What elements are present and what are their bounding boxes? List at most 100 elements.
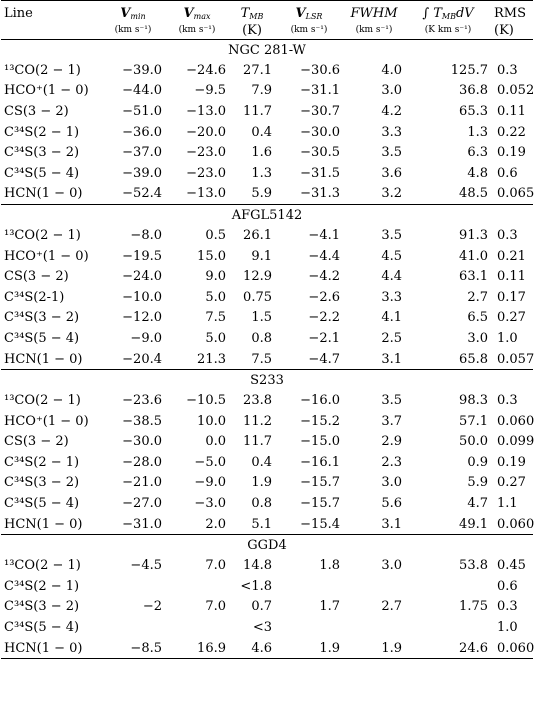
cell-vmin: −38.5: [122, 413, 162, 429]
cell-vmin: −51.0: [122, 103, 162, 119]
cell-fwhm: 4.2: [381, 103, 402, 119]
table-row: ¹³CO(2 − 1) −8.0 0.5 26.1 −4.1 3.5 91.3 0.3: [1, 225, 533, 246]
table-row: C³⁴S(3 − 2) −2 7.0 0.7 1.7 2.7 1.75 0.3: [1, 597, 533, 618]
cell-rms: 1.0: [497, 620, 518, 636]
table-row: C³⁴S(3 − 2) −12.0 7.5 1.5 −2.2 4.1 6.5 0.27: [1, 308, 533, 329]
section-header-row: GGD4: [1, 534, 533, 556]
cell-fwhm: 2.7: [381, 599, 402, 615]
cell-rms: 0.6: [497, 165, 518, 181]
cell-rms: 0.3: [497, 393, 518, 409]
cell-line: HCO⁺(1 − 0): [4, 248, 89, 264]
cell-rms: 0.19: [497, 454, 526, 470]
cell-tmb: 7.9: [251, 83, 272, 99]
cell-vlsr: −30.7: [300, 103, 340, 119]
cell-vmax: 10.0: [197, 413, 226, 429]
cell-rms: 0.060: [497, 413, 534, 429]
cell-vmin: −10.0: [122, 289, 162, 305]
cell-vmin: −31.0: [122, 516, 162, 532]
cell-tmb: 1.9: [251, 475, 272, 491]
table-row: ¹³CO(2 − 1) −4.5 7.0 14.8 1.8 3.0 53.8 0.45: [1, 555, 533, 576]
cell-vmax: −13.0: [186, 103, 226, 119]
cell-tmb: 0.8: [251, 496, 272, 512]
cell-rms: 0.17: [497, 289, 526, 305]
cell-vmax: 0.5: [205, 227, 226, 243]
unit-integrated: (K km s⁻¹): [424, 25, 472, 35]
cell-vmax: −9.0: [194, 475, 226, 491]
cell-tmb: 4.6: [229, 637, 275, 660]
cell-integrated: 41.0: [459, 248, 488, 264]
cell-vlsr: −31.3: [300, 186, 340, 202]
cell-rms: 0.27: [497, 310, 526, 326]
cell-vmin: −20.4: [122, 351, 162, 367]
cell-rms: 0.19: [497, 145, 526, 161]
cell-rms: 0.060: [497, 516, 534, 532]
cell-fwhm: 3.5: [381, 393, 402, 409]
cell-vmax: [165, 576, 229, 597]
section-title: GGD4: [1, 534, 533, 556]
cell-fwhm: 5.6: [381, 496, 402, 512]
cell-integrated: 5.9: [467, 475, 488, 491]
cell-vmin: −24.0: [122, 269, 162, 285]
cell-rms: 0.3: [497, 599, 518, 615]
cell-rms: 0.065: [497, 186, 534, 202]
table-row: HCN(1 − 0) −31.0 2.0 5.1 −15.4 3.1 49.1 0.060: [1, 514, 534, 535]
cell-line: CS(3 − 2): [4, 434, 69, 450]
unit-rms: (K): [494, 22, 514, 38]
table-row: C³⁴S(5 − 4) −27.0 −3.0 0.8 −15.7 5.6 4.7 1.1: [1, 493, 533, 514]
col-header-integrated: ∫ TMBdV: [405, 0, 491, 21]
cell-fwhm: 3.5: [381, 145, 402, 161]
cell-vmax: 7.0: [205, 558, 226, 574]
cell-integrated: 49.1: [459, 516, 488, 532]
units-row: (km s⁻¹) (km s⁻¹) (K) (km s⁻¹) (km s⁻¹) …: [1, 21, 533, 40]
unit-vmax: (km s⁻¹): [178, 25, 216, 35]
cell-vmax: [165, 617, 229, 638]
cell-line: HCN(1 − 0): [4, 516, 83, 532]
cell-fwhm: 3.0: [381, 83, 402, 99]
cell-fwhm: 3.0: [381, 475, 402, 491]
cell-integrated: [405, 576, 491, 597]
table-row: C³⁴S(5 − 4) −39.0 −23.0 1.3 −31.5 3.6 4.8 0.6: [1, 163, 533, 184]
cell-integrated: 36.8: [459, 83, 488, 99]
cell-line: HCN(1 − 0): [4, 186, 83, 202]
cell-rms: 0.099: [497, 434, 534, 450]
unit-vlsr: (km s⁻¹): [290, 25, 328, 35]
cell-vmax: −10.5: [186, 393, 226, 409]
cell-integrated: 65.8: [459, 351, 488, 367]
table-row: C³⁴S(3 − 2) −21.0 −9.0 1.9 −15.7 3.0 5.9 0.27: [1, 473, 533, 494]
cell-vlsr: −16.0: [300, 393, 340, 409]
table-row: C³⁴S(2 − 1) <1.8 0.6: [1, 576, 533, 597]
cell-tmb: 0.75: [243, 289, 272, 305]
table-row: HCN(1 − 0) −8.5 16.9 4.6 1.9 1.9 24.6 0.060: [1, 637, 534, 660]
cell-vlsr: −15.7: [300, 496, 340, 512]
cell-tmb: 5.9: [251, 186, 272, 202]
cell-fwhm: [343, 617, 405, 638]
cell-integrated: 65.3: [459, 103, 488, 119]
cell-vmin: [101, 617, 165, 638]
cell-tmb: 23.8: [243, 393, 272, 409]
cell-line: C³⁴S(2 − 1): [4, 454, 80, 470]
cell-tmb: <3: [252, 620, 272, 636]
cell-tmb: 1.3: [251, 165, 272, 181]
cell-rms: 0.060: [491, 637, 534, 660]
cell-vmax: −20.0: [186, 124, 226, 140]
cell-vlsr: [275, 576, 343, 597]
cell-vlsr: −31.5: [300, 165, 340, 181]
cell-tmb: 14.8: [243, 558, 272, 574]
cell-tmb: 0.4: [251, 454, 272, 470]
cell-rms: 0.11: [497, 269, 526, 285]
cell-line: C³⁴S(3 − 2): [4, 145, 80, 161]
table-row: CS(3 − 2) −24.0 9.0 12.9 −4.2 4.4 63.1 0.11: [1, 266, 533, 287]
cell-integrated: 57.1: [459, 413, 488, 429]
cell-rms: 0.45: [497, 558, 526, 574]
cell-rms: 0.3: [497, 227, 518, 243]
cell-vmin: −8.0: [130, 227, 162, 243]
cell-vlsr: 1.8: [319, 558, 340, 574]
cell-vmax: −3.0: [194, 496, 226, 512]
unit-line: [1, 21, 101, 40]
cell-line: C³⁴S(5 − 4): [4, 496, 80, 512]
col-header-vlsr: VLSR: [275, 0, 343, 21]
cell-integrated: 6.5: [467, 310, 488, 326]
cell-vmax: 7.0: [205, 599, 226, 615]
cell-tmb: 26.1: [243, 227, 272, 243]
col-header-rms: RMS: [491, 0, 533, 21]
